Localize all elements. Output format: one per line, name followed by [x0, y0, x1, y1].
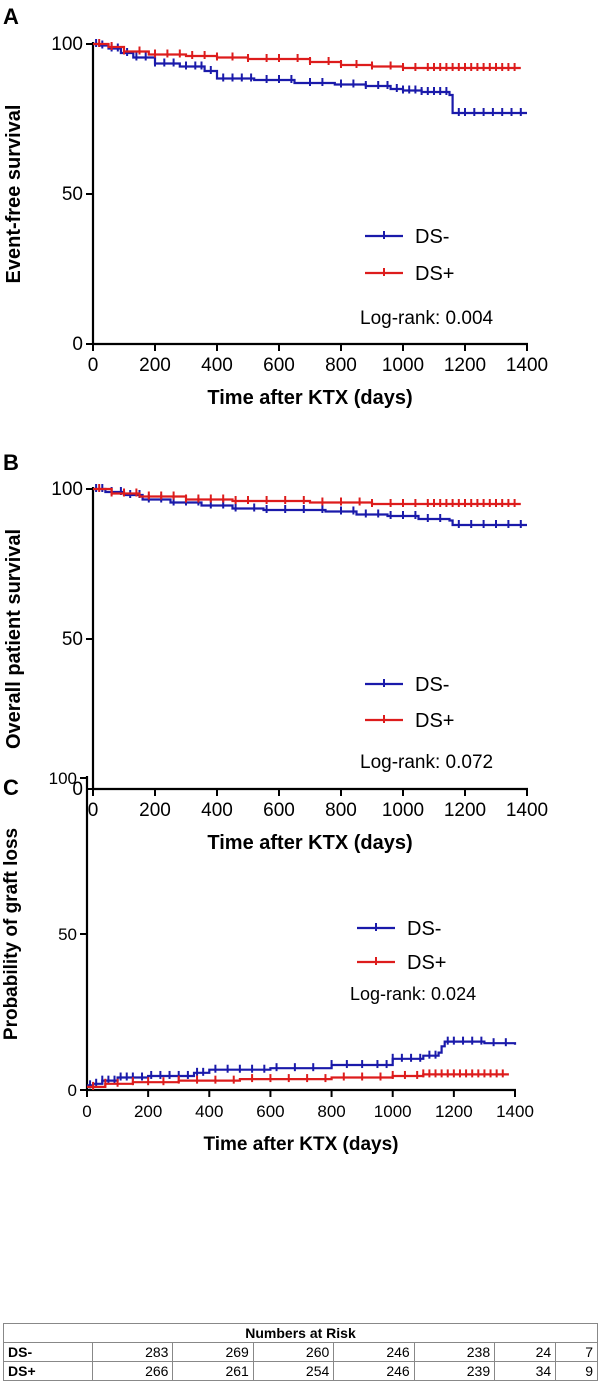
risk-value: 246 [333, 1342, 415, 1362]
x-tick-label: 1400 [496, 1102, 534, 1121]
risk-group-label: DS- [3, 1342, 93, 1362]
x-tick-label: 0 [88, 800, 99, 821]
panel-label: B [3, 450, 19, 475]
risk-value: 7 [555, 1342, 598, 1362]
risk-table: Numbers at Risk DS- 283 269 260 246 238 … [3, 1323, 598, 1381]
risk-value: 261 [172, 1361, 254, 1381]
risk-value: 246 [333, 1361, 415, 1381]
x-tick-label: 1400 [506, 355, 548, 376]
y-tick-label: 0 [68, 1081, 77, 1100]
legend-label-ds-minus: DS- [415, 226, 449, 248]
x-tick-label: 1000 [382, 800, 424, 821]
x-tick-label: 0 [88, 355, 99, 376]
x-tick-label: 600 [263, 355, 295, 376]
x-tick-label: 1200 [444, 800, 486, 821]
series-line-ds-plus [93, 487, 521, 506]
x-axis-label: Time after KTX (days) [207, 387, 412, 409]
y-tick-label: 100 [51, 34, 83, 55]
y-tick-label: 50 [62, 184, 83, 205]
x-tick-label: 200 [134, 1102, 162, 1121]
x-tick-label: 200 [139, 800, 171, 821]
x-tick-label: 1000 [374, 1102, 412, 1121]
x-tick-label: 400 [201, 800, 233, 821]
legend-label-ds-plus: DS+ [415, 263, 454, 285]
log-rank-annotation: Log-rank: 0.072 [360, 752, 493, 773]
x-axis-label: Time after KTX (days) [207, 832, 412, 854]
x-tick-label: 1000 [382, 355, 424, 376]
panel-label: C [3, 775, 19, 800]
risk-table-container: Numbers at Risk DS- 283 269 260 246 238 … [3, 1323, 598, 1381]
legend-label-ds-plus: DS+ [415, 710, 454, 732]
x-tick-label: 1200 [435, 1102, 473, 1121]
y-tick-label: 50 [58, 925, 77, 944]
series-line-ds-minus [93, 487, 527, 527]
log-rank-annotation: Log-rank: 0.024 [350, 984, 476, 1004]
x-axis-label: Time after KTX (days) [204, 1134, 399, 1155]
y-axis-label: Event-free survival [3, 105, 25, 284]
y-axis-label: Overall patient survival [3, 529, 25, 749]
legend-label-ds-minus: DS- [415, 674, 449, 696]
risk-value: 9 [555, 1361, 598, 1381]
x-tick-label: 1200 [444, 355, 486, 376]
panel-label: A [3, 4, 19, 29]
y-axis-label: Probability of graft loss [1, 828, 22, 1040]
risk-value: 254 [252, 1361, 335, 1381]
y-tick-label: 0 [72, 779, 83, 800]
risk-value: 260 [252, 1342, 335, 1362]
risk-value: 283 [91, 1342, 174, 1362]
risk-row-ds-minus: DS- 283 269 260 246 238 24 7 [3, 1342, 598, 1362]
x-tick-label: 600 [256, 1102, 284, 1121]
risk-value: 239 [413, 1361, 496, 1381]
y-tick-label: 50 [62, 629, 83, 650]
y-tick-label: 0 [72, 334, 83, 355]
x-tick-label: 200 [139, 355, 171, 376]
risk-group-label: DS+ [3, 1361, 93, 1381]
x-tick-label: 800 [325, 800, 357, 821]
risk-value: 34 [494, 1361, 557, 1381]
x-tick-label: 800 [317, 1102, 345, 1121]
legend-label-ds-plus: DS+ [407, 952, 446, 974]
x-tick-label: 400 [195, 1102, 223, 1121]
x-tick-label: 800 [325, 355, 357, 376]
y-tick-label: 100 [49, 769, 77, 788]
risk-value: 266 [91, 1361, 174, 1381]
series-line-ds-plus [87, 1073, 509, 1088]
risk-value: 238 [413, 1342, 496, 1362]
risk-value: 269 [172, 1342, 254, 1362]
x-tick-label: 600 [263, 800, 295, 821]
risk-row-ds-plus: DS+ 266 261 254 246 239 34 9 [3, 1361, 598, 1381]
x-tick-label: 1400 [506, 800, 548, 821]
y-tick-label: 100 [51, 479, 83, 500]
risk-value: 24 [494, 1342, 557, 1362]
risk-table-title: Numbers at Risk [3, 1323, 598, 1343]
x-tick-label: 0 [82, 1102, 91, 1121]
legend-label-ds-minus: DS- [407, 918, 441, 940]
log-rank-annotation: Log-rank: 0.004 [360, 308, 494, 329]
x-tick-label: 400 [201, 355, 233, 376]
